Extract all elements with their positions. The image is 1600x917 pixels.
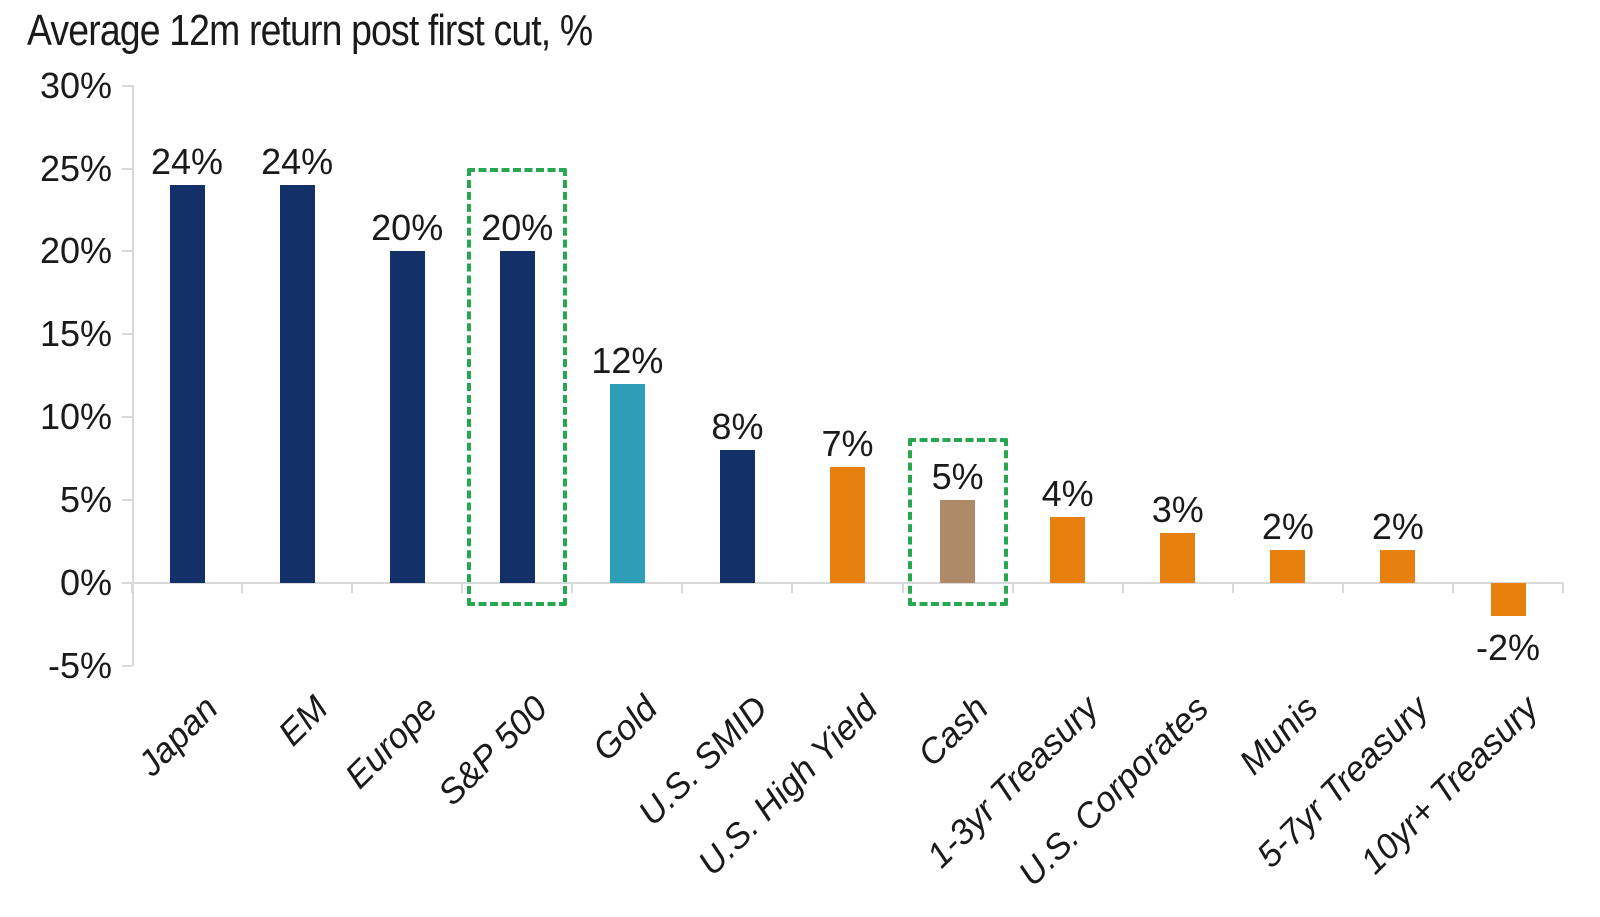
bar-u-s-smid (719, 450, 755, 583)
x-axis-label-europe: Europe (337, 688, 446, 796)
y-axis-label: 10% (39, 396, 112, 438)
x-axis-tick (1121, 583, 1124, 593)
x-axis-tick (681, 583, 684, 593)
x-axis-tick (901, 583, 904, 593)
bar-u-s-high-yield (830, 466, 866, 583)
bar-europe (389, 251, 425, 583)
x-axis-tick (461, 583, 464, 593)
bar-value-label-1-3yr-treasury: 4% (1041, 472, 1094, 514)
bar-em (279, 185, 315, 583)
highlight-box-s-p-500 (467, 168, 568, 606)
y-axis-tick (122, 499, 132, 502)
y-axis-tick (122, 416, 132, 419)
bar-10yr-treasury (1490, 583, 1526, 617)
bar-u-s-corporates (1160, 533, 1196, 583)
y-axis-label: 5% (59, 479, 112, 521)
bar-s-p-500 (499, 251, 535, 583)
x-axis-tick (1451, 583, 1454, 593)
y-axis-label: 30% (39, 64, 112, 106)
y-axis-label: 0% (59, 562, 112, 603)
x-axis-tick (1341, 583, 1344, 593)
bar-gold (609, 384, 645, 583)
x-axis-label-em: EM (270, 688, 336, 754)
x-axis-tick (241, 583, 244, 593)
bar-value-label-gold: 12% (591, 340, 664, 382)
bar-value-label-5-7yr-treasury: 2% (1371, 505, 1424, 547)
x-axis-tick (351, 583, 354, 593)
x-axis-label-munis: Munis (1232, 688, 1327, 783)
y-axis-tick (122, 664, 132, 667)
y-axis-tick (122, 84, 132, 87)
bar-japan (169, 185, 205, 583)
y-axis-label: 20% (39, 230, 112, 272)
bar-value-label-u-s-corporates: 3% (1151, 489, 1204, 531)
x-axis-label-s-p-500: S&P 500 (431, 688, 556, 813)
bar-value-label-u-s-high-yield: 7% (821, 422, 874, 464)
y-axis-line (132, 85, 134, 666)
x-axis-label-cash: Cash (910, 688, 996, 774)
chart-title: Average 12m return post first cut, % (27, 6, 593, 55)
x-axis-tick (1011, 583, 1014, 593)
bar-value-label-s-p-500: 20% (481, 207, 554, 249)
bar-value-label-em: 24% (261, 141, 334, 183)
bar-munis (1270, 549, 1306, 583)
y-axis-label: 25% (39, 147, 112, 189)
bar-value-label-10yr-treasury: -2% (1475, 627, 1541, 669)
x-axis-baseline (122, 582, 1564, 584)
x-axis-tick (1231, 583, 1234, 593)
bar-value-label-munis: 2% (1261, 505, 1314, 547)
bar-value-label-cash: 5% (931, 456, 984, 498)
highlight-box-cash (907, 438, 1008, 606)
bar-1-3yr-treasury (1050, 516, 1086, 583)
y-axis-tick (122, 250, 132, 253)
x-axis-label-japan: Japan (130, 688, 226, 784)
bar-value-label-europe: 20% (371, 207, 444, 249)
x-axis-tick (1562, 583, 1565, 593)
bar-5-7yr-treasury (1380, 549, 1416, 583)
y-axis-tick (122, 333, 132, 336)
y-axis-tick (122, 167, 132, 170)
y-axis-label: 15% (39, 313, 112, 355)
x-axis-tick (791, 583, 794, 593)
x-axis-tick (571, 583, 574, 593)
bar-value-label-u-s-smid: 8% (711, 406, 764, 448)
x-axis-label-u-s-corporates: U.S. Corporates (1010, 688, 1216, 894)
x-axis-label-gold: Gold (585, 688, 666, 769)
y-axis-label: -5% (47, 644, 112, 686)
bar-value-label-japan: 24% (151, 141, 224, 183)
bar-cash (940, 500, 976, 583)
x-axis-tick (131, 583, 133, 593)
